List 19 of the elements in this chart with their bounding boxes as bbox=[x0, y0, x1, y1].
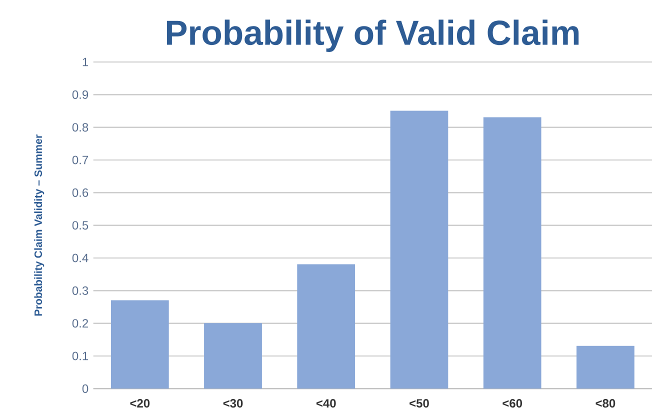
y-tick-label: 0.4 bbox=[72, 254, 88, 262]
y-tick-label: 0.5 bbox=[72, 221, 88, 230]
y-tick-label: 0.6 bbox=[72, 188, 88, 197]
chart-title: Probability of Valid Claim bbox=[166, 20, 579, 52]
y-tick-label: 0.8 bbox=[72, 123, 88, 132]
y-tick-label: 0 bbox=[82, 384, 88, 393]
x-tick-label: <80 bbox=[596, 399, 616, 408]
x-tick-label: <50 bbox=[410, 399, 429, 408]
x-tick-label: <40 bbox=[316, 399, 336, 408]
y-tick-label: 0.3 bbox=[72, 286, 88, 295]
y-tick-label: 1 bbox=[82, 58, 88, 66]
x-tick-label: <30 bbox=[223, 399, 243, 408]
y-tick-label: 0.9 bbox=[72, 90, 88, 99]
y-tick-label: 0.7 bbox=[72, 156, 88, 164]
y-tick-label: 0.2 bbox=[72, 319, 88, 328]
x-tick-label: <20 bbox=[130, 399, 150, 408]
x-tick-label: <60 bbox=[502, 399, 522, 408]
y-tick-label: 0.1 bbox=[72, 352, 88, 360]
y-axis-title: Probability Claim Validity – Summer bbox=[34, 134, 44, 316]
